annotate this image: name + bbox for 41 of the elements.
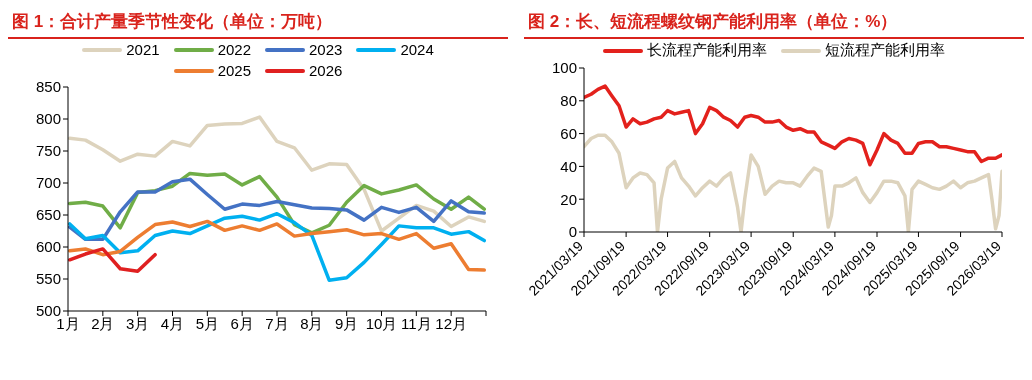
line-series <box>68 177 486 242</box>
x-tick-label: 2月 <box>91 314 115 332</box>
y-tick-label: 60 <box>560 124 577 142</box>
x-tick-label: 5月 <box>195 314 220 332</box>
y-tick-label: 800 <box>35 110 61 128</box>
y-tick-label: 0 <box>568 223 577 241</box>
y-tick-label: 20 <box>560 190 577 208</box>
y-tick-label: 650 <box>35 206 61 224</box>
y-tick-label: 100 <box>551 59 577 77</box>
chart-title: 图 2：长、短流程螺纹钢产能利用率（单位：%） <box>524 8 1024 39</box>
line-series <box>584 84 1002 167</box>
legend-label: 2025 <box>217 62 251 79</box>
line-series <box>68 247 157 274</box>
y-tick-label: 550 <box>35 270 61 288</box>
x-tick-label: 4月 <box>160 314 185 332</box>
legend-label: 短流程产能利用率 <box>825 41 945 60</box>
y-tick-label: 40 <box>560 157 577 175</box>
legend-label: 2024 <box>400 41 434 58</box>
x-tick-label: 6月 <box>230 314 254 332</box>
x-tick-label: 9月 <box>334 314 359 332</box>
x-tick-label: 11月 <box>401 314 432 332</box>
y-tick-label: 850 <box>35 78 61 96</box>
line-series <box>68 219 486 272</box>
x-tick-label: 8月 <box>300 314 324 332</box>
legend-label: 2023 <box>309 41 343 58</box>
y-tick-label: 750 <box>35 142 61 160</box>
x-tick-label: 12月 <box>435 314 468 332</box>
y-tick-label: 500 <box>35 302 61 320</box>
y-tick-label: 80 <box>560 92 577 110</box>
line-series <box>68 115 486 233</box>
chart-title: 图 1：合计产量季节性变化（单位：万吨） <box>8 8 508 39</box>
y-tick-label: 600 <box>35 238 61 256</box>
legend-label: 2026 <box>309 62 343 79</box>
legend-label: 长流程产能利用率 <box>647 41 767 60</box>
y-tick-label: 700 <box>35 174 61 192</box>
x-tick-label: 10月 <box>365 314 398 332</box>
legend-label: 2022 <box>217 41 251 58</box>
x-tick-label: 3月 <box>125 314 150 332</box>
x-tick-label: 7月 <box>265 314 289 332</box>
legend-label: 2021 <box>126 41 160 58</box>
line-series <box>68 211 486 283</box>
